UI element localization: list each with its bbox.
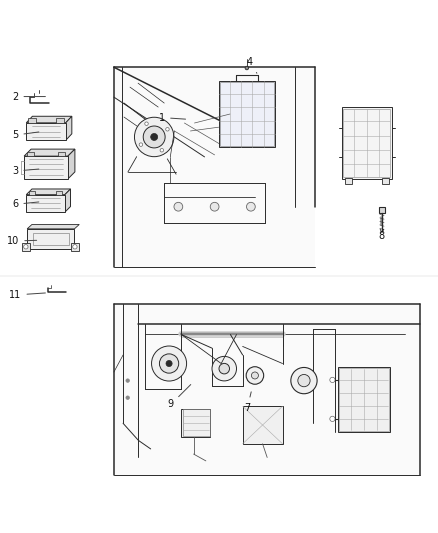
Circle shape [212, 357, 237, 381]
Text: 2: 2 [12, 92, 46, 102]
Bar [58, 152, 65, 156]
Bar [71, 243, 79, 251]
Bar [183, 409, 210, 435]
Polygon shape [68, 149, 75, 179]
Bar [343, 109, 390, 177]
Bar [379, 207, 385, 213]
Bar [220, 83, 274, 146]
Bar [339, 368, 389, 431]
Bar [338, 367, 390, 432]
Ellipse shape [261, 405, 273, 422]
Bar [29, 191, 35, 195]
Bar [26, 195, 65, 212]
Bar [28, 118, 36, 123]
Polygon shape [24, 149, 75, 156]
Text: 1: 1 [159, 112, 186, 123]
Text: 8: 8 [378, 217, 384, 241]
Circle shape [166, 360, 172, 367]
Bar [27, 229, 74, 249]
Circle shape [245, 66, 249, 70]
Bar [342, 107, 392, 179]
Bar [27, 152, 34, 156]
Circle shape [126, 396, 130, 399]
Circle shape [219, 364, 230, 374]
Text: 4: 4 [247, 58, 257, 73]
Circle shape [330, 377, 335, 383]
Bar [114, 67, 315, 266]
Text: 5: 5 [12, 130, 39, 140]
Circle shape [139, 143, 143, 147]
Circle shape [24, 245, 28, 249]
Circle shape [159, 354, 179, 373]
Circle shape [152, 346, 187, 381]
Bar [114, 304, 420, 474]
Circle shape [247, 203, 255, 211]
Circle shape [291, 367, 317, 394]
Circle shape [166, 127, 169, 131]
Bar [22, 243, 30, 251]
Circle shape [134, 117, 174, 157]
Circle shape [160, 149, 164, 152]
Circle shape [246, 367, 264, 384]
Circle shape [330, 416, 335, 422]
Polygon shape [27, 224, 79, 229]
Bar [219, 81, 275, 147]
Bar [345, 178, 352, 184]
Bar [382, 178, 389, 184]
Circle shape [143, 126, 165, 148]
Circle shape [145, 122, 148, 125]
Bar [26, 123, 66, 140]
Text: 10: 10 [7, 236, 37, 246]
Bar [243, 406, 283, 444]
Circle shape [174, 203, 183, 211]
Ellipse shape [177, 142, 204, 160]
Bar [56, 191, 62, 195]
Circle shape [126, 379, 130, 382]
Circle shape [298, 375, 310, 387]
Polygon shape [66, 116, 72, 140]
Text: 11: 11 [9, 290, 46, 300]
Bar [33, 233, 69, 246]
Ellipse shape [172, 138, 209, 164]
Text: 7: 7 [244, 392, 251, 413]
Polygon shape [65, 189, 71, 212]
Circle shape [251, 372, 258, 379]
Bar [24, 156, 68, 179]
Text: 9: 9 [168, 384, 191, 409]
Text: 3: 3 [12, 166, 39, 176]
Circle shape [151, 133, 158, 141]
Polygon shape [26, 116, 72, 123]
Bar [56, 118, 64, 123]
Bar [181, 409, 211, 437]
Text: 6: 6 [12, 199, 39, 209]
Polygon shape [26, 189, 71, 195]
Circle shape [73, 245, 77, 249]
Circle shape [210, 203, 219, 211]
